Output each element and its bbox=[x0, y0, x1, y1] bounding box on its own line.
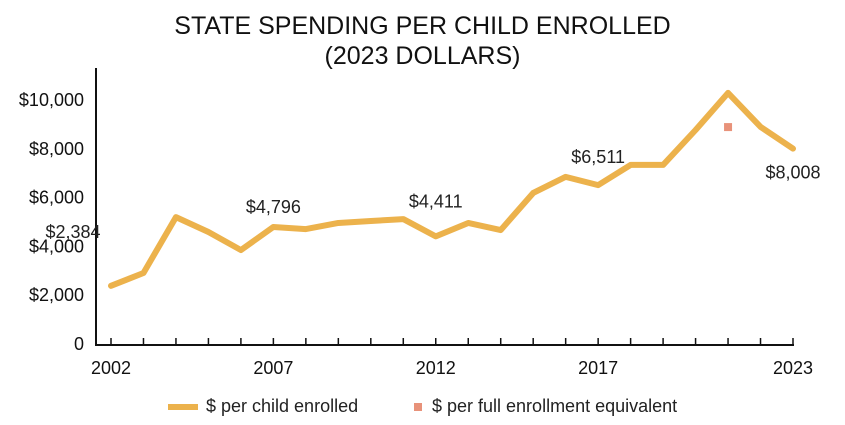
y-tick-label: $4,000 bbox=[29, 236, 84, 256]
data-point bbox=[662, 163, 665, 166]
data-point bbox=[467, 221, 470, 224]
legend-item-per-child: $ per child enrolled bbox=[168, 396, 358, 417]
data-point bbox=[792, 147, 794, 150]
x-tick-label: 2007 bbox=[253, 358, 293, 378]
x-tick-label: 2017 bbox=[578, 358, 618, 378]
data-point bbox=[239, 249, 242, 252]
data-point bbox=[304, 228, 307, 231]
y-tick-label: $2,000 bbox=[29, 285, 84, 305]
data-label: $4,796 bbox=[246, 197, 301, 217]
y-tick-label: 0 bbox=[74, 334, 84, 354]
y-tick-label: $10,000 bbox=[19, 90, 84, 110]
legend-line-swatch bbox=[168, 403, 198, 410]
data-point bbox=[337, 221, 340, 224]
y-tick-label: $6,000 bbox=[29, 188, 84, 208]
data-point bbox=[499, 229, 502, 232]
data-label: $8,008 bbox=[765, 163, 820, 183]
data-point bbox=[434, 235, 437, 238]
data-label: $6,511 bbox=[571, 147, 625, 167]
series-line-per-child bbox=[108, 89, 796, 289]
data-label: $2,384 bbox=[45, 222, 100, 242]
x-tick-label: 2023 bbox=[773, 358, 813, 378]
legend-item-full-enrollment: $ per full enrollment equivalent bbox=[413, 396, 677, 417]
x-tick-label: 2002 bbox=[91, 358, 131, 378]
data-point bbox=[110, 284, 112, 287]
data-point bbox=[402, 218, 405, 221]
data-point bbox=[597, 184, 600, 187]
data-point bbox=[564, 175, 567, 178]
y-tick-label: $8,000 bbox=[29, 139, 84, 159]
data-point bbox=[142, 271, 145, 274]
legend-label: $ per child enrolled bbox=[206, 396, 359, 416]
data-point bbox=[629, 163, 632, 166]
legend-marker-swatch bbox=[414, 402, 422, 411]
data-label: $4,411 bbox=[409, 191, 463, 211]
legend-label: $ per full enrollment equivalent bbox=[432, 396, 678, 416]
data-point bbox=[369, 220, 372, 223]
data-point-full-enrollment bbox=[724, 123, 733, 132]
data-point bbox=[694, 129, 697, 132]
data-point bbox=[759, 125, 762, 128]
data-point bbox=[272, 225, 275, 228]
data-point bbox=[174, 216, 177, 219]
chart-subtitle: (2023 DOLLARS) bbox=[324, 42, 521, 70]
data-point bbox=[207, 231, 210, 234]
data-point bbox=[727, 91, 730, 94]
x-tick-label: 2012 bbox=[416, 358, 456, 378]
chart-title: STATE SPENDING PER CHILD ENROLLED bbox=[174, 12, 671, 40]
data-point bbox=[532, 191, 535, 194]
